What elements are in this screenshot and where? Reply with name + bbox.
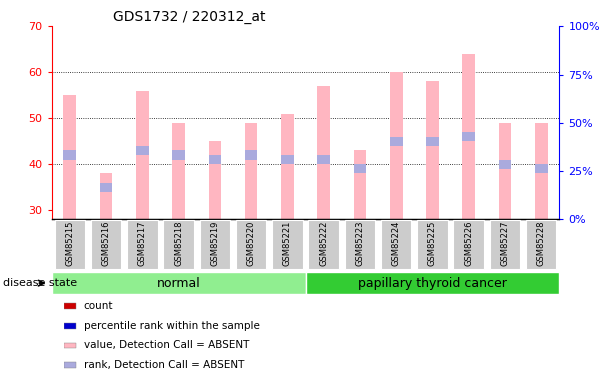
FancyBboxPatch shape	[417, 220, 447, 270]
Bar	[354, 150, 366, 219]
FancyBboxPatch shape	[526, 220, 556, 270]
Bar	[63, 95, 76, 219]
Text: GSM85217: GSM85217	[138, 221, 147, 266]
Text: GSM85223: GSM85223	[356, 221, 364, 266]
FancyBboxPatch shape	[127, 220, 157, 270]
Bar	[281, 114, 294, 219]
Bar	[317, 155, 330, 164]
Bar	[281, 155, 294, 164]
Bar	[136, 91, 149, 219]
Bar	[136, 146, 149, 155]
Bar	[172, 123, 185, 219]
FancyBboxPatch shape	[489, 220, 520, 270]
Bar	[52, 272, 305, 294]
Bar	[245, 123, 257, 219]
Text: GSM85224: GSM85224	[392, 221, 401, 266]
Bar	[462, 132, 475, 141]
Bar	[64, 343, 76, 348]
FancyBboxPatch shape	[164, 220, 194, 270]
FancyBboxPatch shape	[454, 220, 484, 270]
Bar	[462, 54, 475, 219]
Bar	[426, 81, 439, 219]
Text: GSM85219: GSM85219	[210, 221, 219, 266]
Bar	[209, 141, 221, 219]
FancyBboxPatch shape	[199, 220, 230, 270]
Bar	[390, 136, 402, 146]
Text: GSM85226: GSM85226	[464, 221, 473, 266]
Text: GSM85225: GSM85225	[428, 221, 437, 266]
Bar	[535, 164, 548, 173]
Text: percentile rank within the sample: percentile rank within the sample	[84, 321, 260, 331]
Text: GSM85218: GSM85218	[174, 221, 183, 266]
Text: GSM85228: GSM85228	[537, 221, 546, 266]
Text: GSM85221: GSM85221	[283, 221, 292, 266]
Bar	[499, 123, 511, 219]
Bar	[317, 86, 330, 219]
Bar	[305, 272, 559, 294]
Bar	[100, 173, 112, 219]
FancyBboxPatch shape	[308, 220, 339, 270]
Text: normal: normal	[157, 277, 201, 290]
Bar	[63, 150, 76, 160]
FancyBboxPatch shape	[55, 220, 85, 270]
Text: GSM85220: GSM85220	[247, 221, 255, 266]
FancyBboxPatch shape	[236, 220, 266, 270]
Text: GSM85227: GSM85227	[500, 221, 510, 266]
Bar	[390, 72, 402, 219]
Bar	[100, 183, 112, 192]
FancyBboxPatch shape	[345, 220, 375, 270]
Text: count: count	[84, 301, 113, 311]
Text: GSM85215: GSM85215	[65, 221, 74, 266]
Text: rank, Detection Call = ABSENT: rank, Detection Call = ABSENT	[84, 360, 244, 370]
Text: value, Detection Call = ABSENT: value, Detection Call = ABSENT	[84, 340, 249, 351]
Text: GSM85222: GSM85222	[319, 221, 328, 266]
Bar	[354, 164, 366, 173]
FancyBboxPatch shape	[272, 220, 303, 270]
Bar	[64, 303, 76, 309]
Text: disease state: disease state	[3, 278, 77, 288]
FancyBboxPatch shape	[91, 220, 122, 270]
Bar	[245, 150, 257, 160]
Bar	[499, 160, 511, 169]
FancyBboxPatch shape	[381, 220, 412, 270]
Text: GSM85216: GSM85216	[102, 221, 111, 266]
Text: GDS1732 / 220312_at: GDS1732 / 220312_at	[112, 10, 265, 24]
Bar	[64, 323, 76, 328]
Bar	[426, 136, 439, 146]
Bar	[535, 123, 548, 219]
Text: papillary thyroid cancer: papillary thyroid cancer	[358, 277, 507, 290]
Bar	[209, 155, 221, 164]
Bar	[64, 362, 76, 368]
Bar	[172, 150, 185, 160]
